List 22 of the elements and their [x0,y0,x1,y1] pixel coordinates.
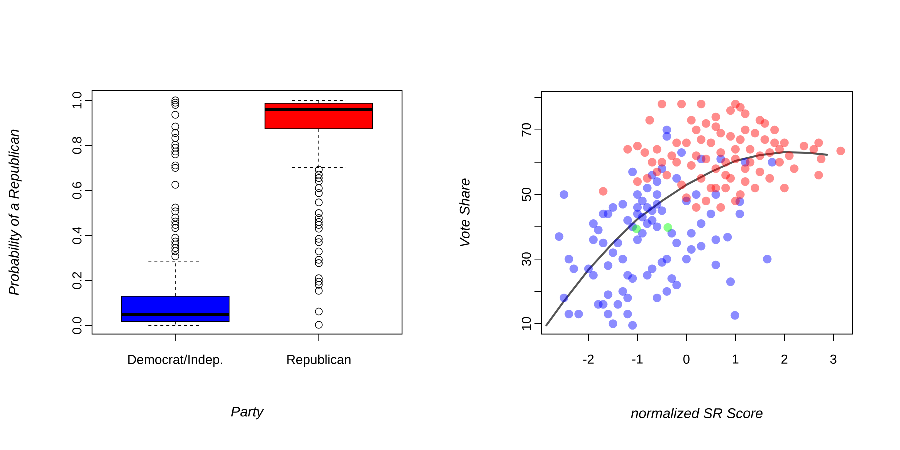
x-tick-label: 3 [830,354,837,364]
x-tick-label: 2 [782,354,788,364]
y-tick-label: 30 [522,252,532,266]
x-tick-label: -1 [632,354,643,364]
x-tick-label: 0 [684,354,690,364]
y-tick-label: 0.8 [72,137,82,154]
x-tick-label: 1 [733,354,739,364]
y-tick-label: 0.0 [72,317,82,334]
y-tick-label: 70 [522,123,532,137]
y-tick-label: 10 [522,317,532,330]
x-axis-title: Party [231,407,264,420]
y-tick-label: 50 [522,188,532,202]
y-tick-label: 0.6 [72,182,82,200]
y-axis-title: Probability of a Republican [8,130,22,296]
y-tick-label: 0.2 [72,272,82,290]
x-tick-label: Democrat/Indep. [128,354,222,367]
x-tick-label: -2 [584,354,594,364]
y-tick-label: 0.4 [72,227,82,244]
x-axis-title: normalized SR Score [631,408,763,418]
y-tick-label: 1.0 [72,92,82,109]
y-axis-title: Vote Share [460,178,470,247]
x-tick-label: Republican [288,354,351,367]
